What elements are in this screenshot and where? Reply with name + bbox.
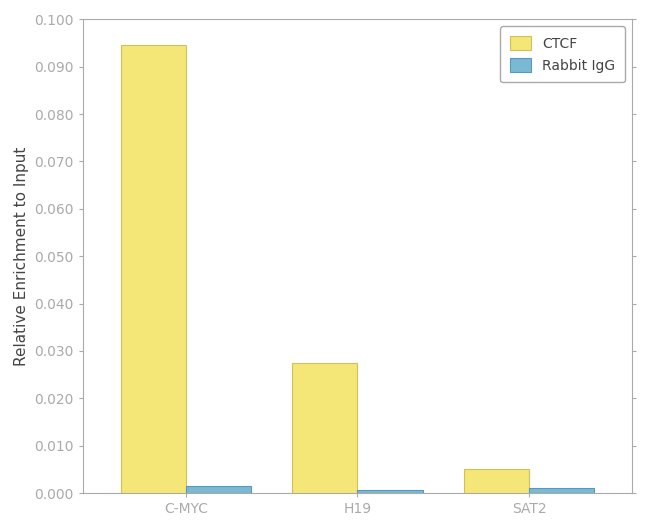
Bar — [292, 363, 358, 493]
Bar — [186, 486, 251, 493]
Bar — [529, 488, 594, 493]
Bar — [464, 470, 529, 493]
Y-axis label: Relative Enrichment to Input: Relative Enrichment to Input — [14, 147, 29, 366]
Bar — [121, 46, 186, 493]
Legend: CTCF, Rabbit IgG: CTCF, Rabbit IgG — [500, 26, 625, 82]
Bar — [358, 490, 423, 493]
